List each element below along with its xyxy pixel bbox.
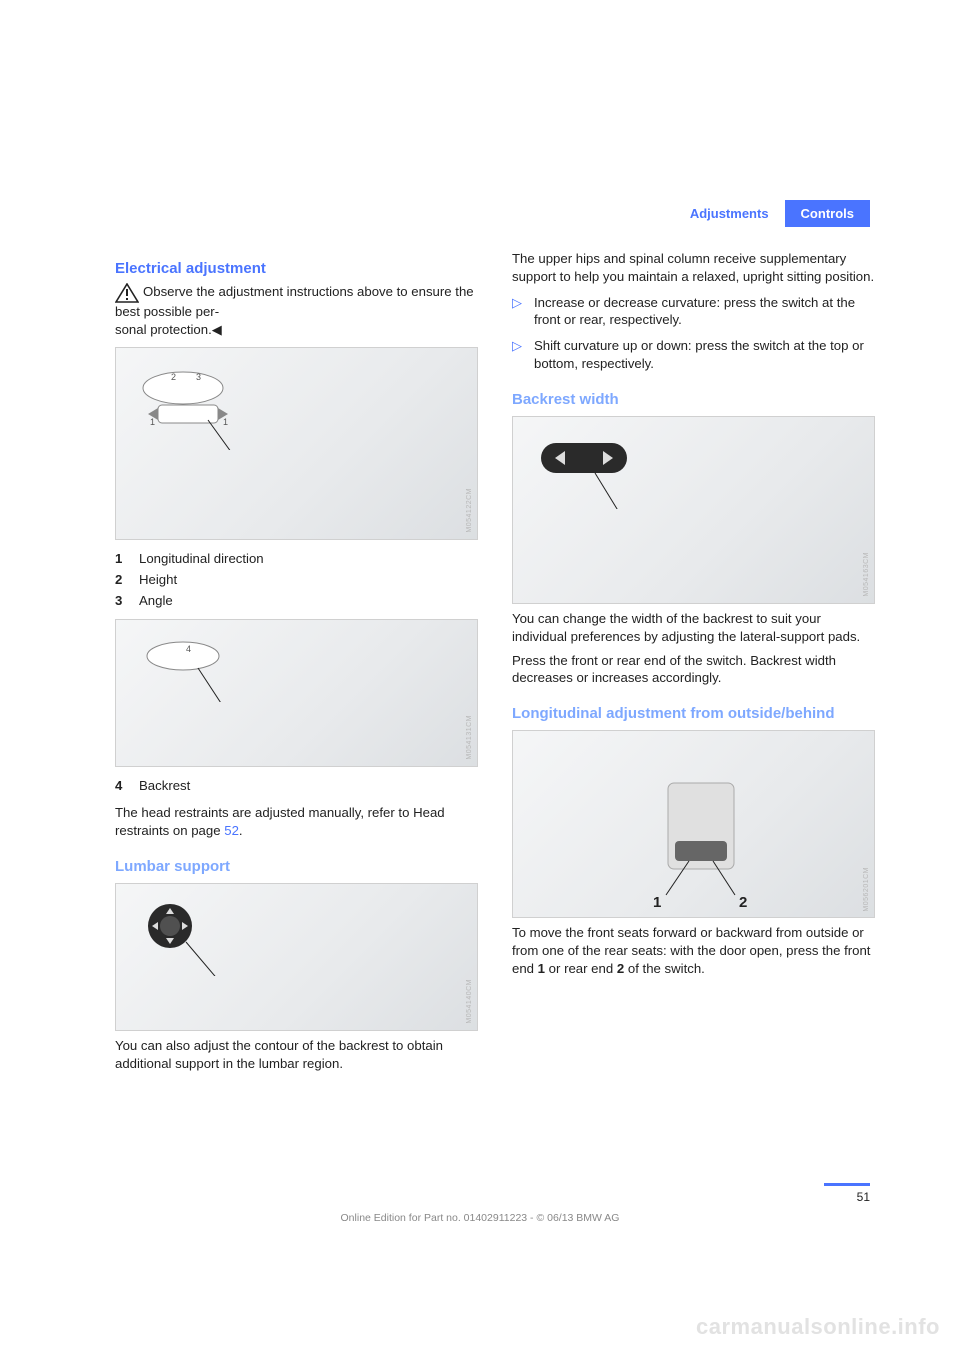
list-number: 2 [115,569,139,590]
figure-watermark: M054122CM [466,488,473,533]
svg-text:2: 2 [739,894,747,911]
text-part: or rear end [545,961,617,976]
figure-seat-controls-main: 2 3 1 1 M054122CM [115,347,478,540]
triangle-bullet-icon: ▷ [512,337,534,373]
list-number: 3 [115,590,139,611]
svg-text:3: 3 [196,372,201,382]
svg-text:2: 2 [171,372,176,382]
list-label: Angle [139,590,173,611]
warning-text-line1: Observe the adjustment instructions abov… [115,284,474,319]
warning-icon [115,283,139,303]
text-part: The head restraints are adjusted manuall… [115,805,445,838]
bullet-text: Increase or decrease curvature: press th… [534,294,875,330]
figure-watermark: M056201CM [863,867,870,912]
bullet-text: Shift curvature up or down: press the sw… [534,337,875,373]
text-part: of the switch. [624,961,705,976]
list-label: Height [139,569,177,590]
triangle-bullet-icon: ▷ [512,294,534,330]
figure-watermark: M054163CM [863,552,870,597]
numbered-list-1: 1Longitudinal direction 2Height 3Angle [115,548,478,611]
figure-lumbar-control: M054140CM [115,883,478,1031]
header-tabs: Adjustments Controls [674,200,870,227]
longitudinal-outside-graphic: 1 2 [513,731,876,919]
footer-edition-text: Online Edition for Part no. 01402911223 … [0,1212,960,1224]
paragraph-head-restraints: The head restraints are adjusted manuall… [115,804,478,840]
list-number: 4 [115,775,139,796]
warning-text-line2: sonal protection. [115,322,212,337]
list-item: 2Height [115,569,478,590]
paragraph-longitudinal-outside: To move the front seats forward or backw… [512,924,875,977]
site-watermark: carmanualsonline.info [696,1314,940,1340]
content-columns: Electrical adjustment Observe the adjust… [115,248,875,1078]
footer-accent-line [824,1183,870,1186]
page-link-52[interactable]: 52 [224,823,239,838]
list-label: Backrest [139,775,190,796]
left-column: Electrical adjustment Observe the adjust… [115,248,478,1078]
svg-text:1: 1 [150,417,155,427]
figure-watermark: M054140CM [466,979,473,1024]
list-number: 1 [115,548,139,569]
heading-longitudinal-outside: Longitudinal adjustment from outside/beh… [512,705,875,722]
paragraph-backrest-1: You can change the width of the backrest… [512,610,875,646]
number-ref-1: 1 [538,961,545,976]
backrest-width-graphic [525,429,675,509]
bullet-item: ▷ Shift curvature up or down: press the … [512,337,875,373]
tab-adjustments: Adjustments [674,200,785,227]
figure-backrest-control: 4 M054131CM [115,619,478,767]
heading-backrest-width: Backrest width [512,391,875,408]
tab-controls: Controls [785,200,870,227]
figure-longitudinal-outside: 1 2 M056201CM [512,730,875,918]
right-column: The upper hips and spinal column receive… [512,248,875,1078]
heading-electrical-adjustment: Electrical adjustment [115,260,478,277]
page-number: 51 [857,1190,870,1204]
figure-backrest-width: M054163CM [512,416,875,604]
list-label: Longitudinal direction [139,548,264,569]
numbered-list-2: 4Backrest [115,775,478,796]
seat-control-graphic-1: 2 3 1 1 [128,360,288,450]
page: Adjustments Controls Electrical adjustme… [0,0,960,1358]
paragraph-backrest-2: Press the front or rear end of the switc… [512,652,875,688]
list-item: 4Backrest [115,775,478,796]
list-item: 1Longitudinal direction [115,548,478,569]
heading-lumbar-support: Lumbar support [115,858,478,875]
warning-note: Observe the adjustment instructions abov… [115,283,478,339]
list-item: 3Angle [115,590,478,611]
bullet-item: ▷ Increase or decrease curvature: press … [512,294,875,330]
svg-text:4: 4 [186,644,191,654]
text-part: . [239,823,243,838]
svg-text:1: 1 [653,894,661,911]
figure-watermark: M054131CM [466,715,473,760]
seat-control-graphic-2: 4 [128,632,268,702]
lumbar-control-graphic [128,896,268,976]
svg-text:1: 1 [223,417,228,427]
end-mark-icon: ◀ [212,322,222,337]
paragraph-lumbar-desc: You can also adjust the contour of the b… [115,1037,478,1073]
paragraph-upper-hips: The upper hips and spinal column receive… [512,250,875,286]
bullet-list-curvature: ▷ Increase or decrease curvature: press … [512,294,875,373]
